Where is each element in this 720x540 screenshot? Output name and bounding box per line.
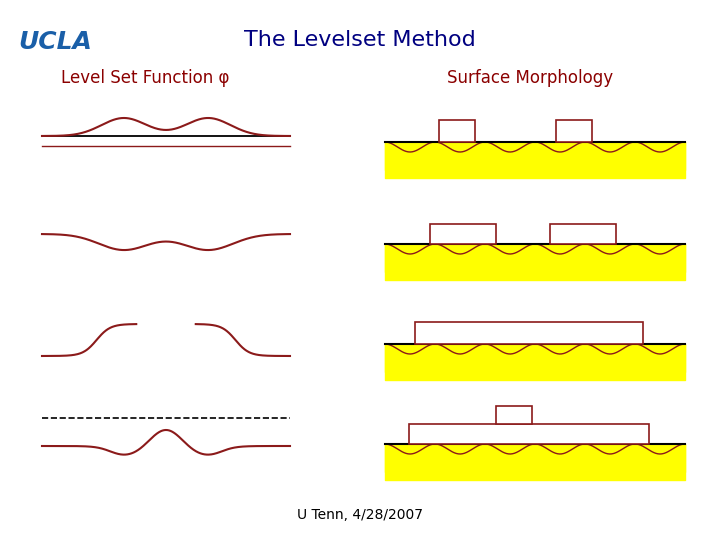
Text: Level Set Function φ: Level Set Function φ [60, 69, 229, 87]
Bar [385, 444, 685, 472]
Text: The Levelset Method: The Levelset Method [244, 30, 476, 50]
Bar [550, 224, 616, 244]
Bar [439, 120, 475, 142]
Bar [556, 120, 592, 142]
Text: Surface Morphology: Surface Morphology [447, 69, 613, 87]
Bar [385, 344, 685, 372]
Bar [415, 322, 643, 344]
Text: U Tenn, 4/28/2007: U Tenn, 4/28/2007 [297, 508, 423, 522]
Text: UCLA: UCLA [18, 30, 92, 54]
Bar [496, 406, 532, 424]
Bar [385, 244, 685, 272]
Bar [385, 142, 685, 170]
Bar [409, 424, 649, 444]
Bar [430, 224, 496, 244]
